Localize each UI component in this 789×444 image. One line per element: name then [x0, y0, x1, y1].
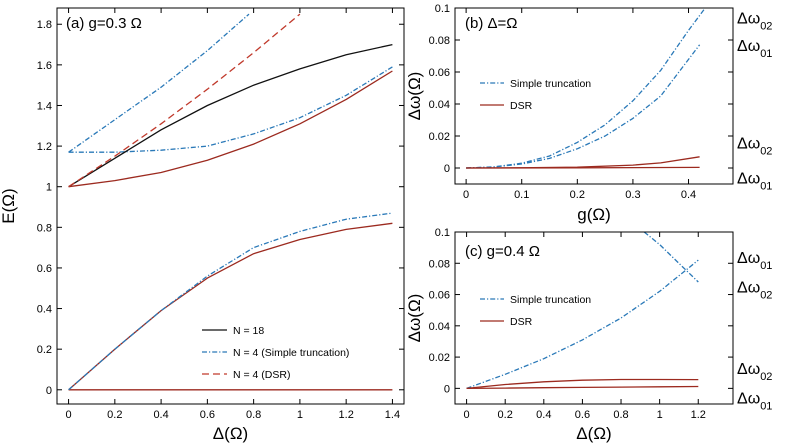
- x-tick-label: 0.6: [575, 409, 590, 421]
- series-group: [466, 232, 699, 390]
- series-line-dsr-e3: [68, 13, 301, 188]
- legend-label: DSR: [510, 316, 533, 328]
- y-axis-label: Δω(Ω): [405, 72, 424, 121]
- panel-b: 0 0.1 0.2 0.3 0.4 0 0.02 0.04 0.06 0.08 0.1 g(Ω) Δω(…: [405, 3, 772, 224]
- end-label: Δω02: [737, 11, 772, 33]
- end-label: Δω01: [737, 38, 772, 60]
- x-tick-label: 0.8: [246, 409, 261, 421]
- panel-title: (c) g=0.4 Ω: [465, 243, 540, 260]
- panel-c: 0 0.2 0.4 0.6 0.8 1 1.2 0 0.02 0.04 0.06 0.08 0.1 Δ(Ω…: [405, 227, 772, 443]
- series-line-dsr-01: [466, 385, 699, 390]
- x-tick-label: 1.4: [385, 409, 400, 421]
- x-tick-label: 0.2: [498, 409, 513, 421]
- y-tick-label: 0.8: [37, 222, 52, 234]
- legend-label: Simple truncation: [510, 78, 591, 90]
- x-tick-label: 0.3: [625, 189, 640, 201]
- end-label: Δω01: [737, 171, 772, 193]
- y-tick-label: 0: [444, 383, 450, 395]
- x-tick-label: 0.4: [681, 189, 696, 201]
- y-tick-label: 0.08: [429, 258, 450, 270]
- x-tick-label: 0.4: [153, 409, 168, 421]
- x-tick-label: 0.2: [570, 189, 585, 201]
- series-line-n18-e3: [68, 43, 393, 188]
- end-label: Δω02: [737, 135, 772, 157]
- x-tick-label: 0: [66, 409, 72, 421]
- legend-label: N = 4 (Simple truncation): [233, 347, 349, 359]
- panel-title: (b) Δ=Ω: [465, 15, 518, 32]
- legend-label: DSR: [510, 100, 533, 112]
- series-group: [68, 13, 393, 391]
- legend: N = 18 N = 4 (Simple truncation) N = 4 (DS…: [202, 325, 349, 381]
- panel-a: 0 0.2 0.4 0.6 0.8 1 1.2 1.4 0 0.2 0.4 0.6 0.8 1 1.2 1.4…: [0, 7, 405, 443]
- y-tick-label: 1: [46, 182, 52, 194]
- y-axis-label: E(Ω): [0, 188, 18, 223]
- y-tick-label: 0.6: [37, 263, 52, 275]
- y-tick-label: 0.04: [429, 321, 450, 333]
- legend-label: N = 18: [233, 325, 264, 337]
- y-tick-label: 0.04: [429, 99, 450, 111]
- y-tick-label: 0.06: [429, 67, 450, 79]
- series-line-st-02: [643, 232, 699, 283]
- y-tick-label: 0: [444, 163, 450, 175]
- y-tick-label: 0: [46, 385, 52, 397]
- y-tick-label: 0.1: [435, 3, 450, 15]
- panel-title: (a) g=0.3 Ω: [66, 15, 142, 32]
- y-tick-label: 1.6: [37, 60, 52, 72]
- x-tick-label: 0.6: [200, 409, 215, 421]
- series-line-st-01: [466, 259, 699, 390]
- series-line-n18-e2: [68, 70, 393, 188]
- plot-frame: [454, 231, 734, 405]
- end-label: Δω01: [737, 250, 772, 272]
- y-tick-label: 0.02: [429, 352, 450, 364]
- y-tick-label: 0.02: [429, 131, 450, 143]
- x-tick-label: 1.2: [691, 409, 706, 421]
- legend: Simple truncation DSR: [480, 294, 591, 328]
- y-tick-label: 0.1: [435, 227, 450, 239]
- x-tick-label: 0.8: [613, 409, 628, 421]
- x-tick-label: 0: [463, 189, 469, 201]
- x-tick-label: 1: [657, 409, 663, 421]
- series-line-dsr-02: [466, 378, 699, 390]
- x-tick-label: 0.2: [107, 409, 122, 421]
- y-tick-label: 1.2: [37, 141, 52, 153]
- series-line-st-e2: [68, 66, 393, 153]
- y-tick-label: 0.06: [429, 290, 450, 302]
- legend: Simple truncation DSR: [480, 78, 591, 112]
- x-tick-label: 1.2: [339, 409, 354, 421]
- end-label: Δω02: [737, 361, 772, 383]
- end-label: Δω02: [737, 280, 772, 302]
- series-line-st-e1: [68, 212, 393, 391]
- x-tick-label: 0: [464, 409, 470, 421]
- y-tick-label: 0.08: [429, 35, 450, 47]
- y-tick-label: 1.8: [37, 19, 52, 31]
- legend-label: Simple truncation: [510, 294, 591, 306]
- end-label: Δω01: [737, 391, 772, 413]
- x-tick-label: 0.1: [514, 189, 529, 201]
- y-tick-label: 0.2: [37, 344, 52, 356]
- x-tick-label: 0.4: [536, 409, 551, 421]
- plot-frame: [454, 7, 734, 185]
- series-line-st-e3: [68, 13, 250, 153]
- x-axis-label: g(Ω): [577, 205, 611, 224]
- x-tick-label: 1: [297, 409, 303, 421]
- series-line-n18-e1: [68, 222, 393, 391]
- series-line-st-01: [466, 44, 701, 169]
- y-axis-label: Δω(Ω): [405, 294, 424, 343]
- series-line-dsr-01: [466, 166, 700, 169]
- y-tick-label: 1.4: [37, 100, 52, 112]
- plot-frame: [56, 7, 405, 405]
- x-axis-label: Δ(Ω): [576, 424, 611, 443]
- y-tick-label: 0.4: [37, 304, 52, 316]
- series-group: [466, 8, 706, 169]
- x-axis-label: Δ(Ω): [213, 424, 248, 443]
- legend-label: N = 4 (DSR): [233, 369, 290, 381]
